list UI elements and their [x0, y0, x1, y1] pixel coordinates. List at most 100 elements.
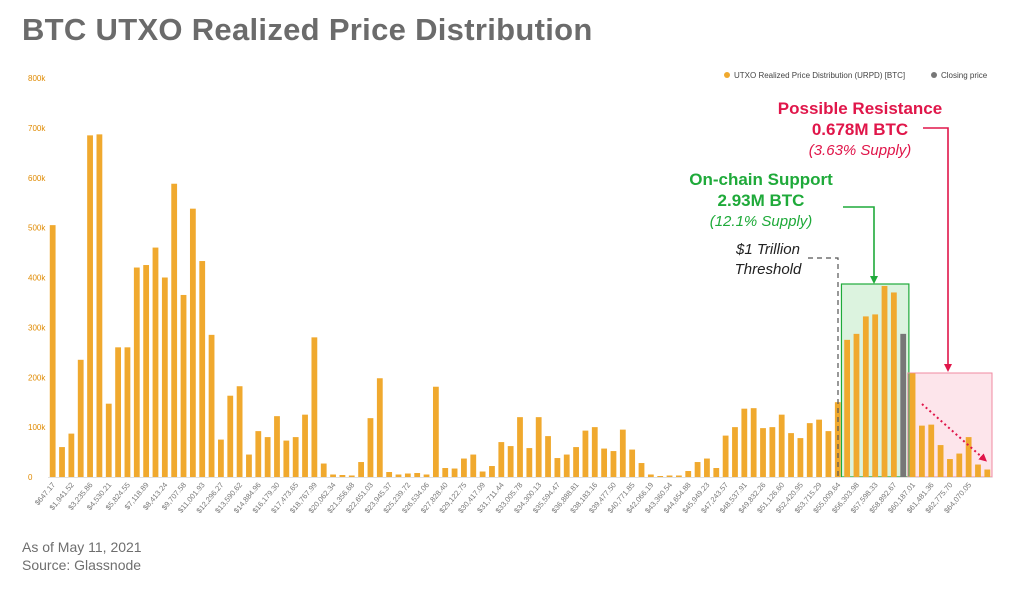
urpd-bar — [218, 439, 224, 477]
urpd-bar — [255, 431, 262, 477]
urpd-bar — [741, 408, 748, 477]
urpd-bar — [489, 466, 495, 477]
urpd-bar — [844, 339, 851, 477]
urpd-bar — [451, 468, 458, 477]
urpd-bar — [610, 451, 617, 477]
urpd-bar — [199, 261, 206, 477]
urpd-bar — [348, 475, 355, 477]
urpd-bar — [816, 419, 822, 477]
y-tick-label: 600k — [28, 174, 46, 183]
urpd-bar — [77, 359, 84, 477]
urpd-bar — [507, 446, 514, 477]
urpd-bar — [704, 458, 710, 477]
urpd-bar — [404, 473, 411, 477]
urpd-bar — [133, 267, 140, 477]
urpd-bar — [311, 337, 318, 477]
threshold-annotation: $1 Trillion Threshold — [706, 240, 830, 280]
support-arrow — [843, 206, 878, 284]
resistance-value: 0.678M BTC — [811, 120, 909, 139]
urpd-bar — [937, 445, 944, 477]
support-annotation: On-chain Support 2.93M BTC (12.1% Supply… — [676, 169, 846, 232]
urpd-bar — [750, 408, 757, 477]
urpd-bar — [685, 471, 692, 477]
urpd-bar — [965, 437, 972, 477]
urpd-bar — [947, 459, 953, 477]
chart-title: BTC UTXO Realized Price Distribution — [22, 12, 593, 47]
urpd-bar — [292, 437, 299, 477]
urpd-bar — [395, 474, 402, 477]
urpd-bar — [180, 294, 187, 477]
urpd-bar — [666, 475, 673, 477]
support-title: On-chain Support — [689, 170, 833, 189]
urpd-bar — [975, 464, 981, 477]
y-tick-label: 700k — [28, 124, 46, 133]
legend-marker-urpd — [724, 72, 730, 78]
y-tick-label: 0 — [28, 473, 33, 482]
support-value: 2.93M BTC — [717, 191, 805, 210]
urpd-bar — [376, 378, 383, 477]
urpd-bar — [68, 433, 75, 477]
urpd-bar — [722, 435, 729, 477]
urpd-bar — [283, 440, 290, 477]
resistance-annotation: Possible Resistance 0.678M BTC (3.63% Su… — [760, 98, 960, 161]
urpd-bar — [713, 468, 720, 477]
urpd-bar — [825, 431, 832, 477]
urpd-bar — [732, 427, 738, 477]
urpd-bar — [124, 347, 131, 477]
resistance-arrow — [923, 127, 952, 372]
urpd-bar — [236, 386, 243, 477]
urpd-bar — [919, 425, 925, 477]
footer-source: Source: Glassnode — [22, 557, 142, 573]
urpd-bar — [330, 474, 336, 477]
urpd-bar — [694, 462, 701, 477]
urpd-bar — [563, 454, 570, 477]
y-tick-label: 200k — [28, 373, 46, 382]
legend-marker-closing — [931, 72, 937, 78]
urpd-bar — [59, 447, 65, 477]
urpd-bar — [638, 463, 645, 477]
urpd-bar — [432, 386, 439, 477]
urpd-bar — [227, 395, 234, 477]
urpd-bar — [601, 448, 608, 477]
urpd-bar — [358, 462, 365, 477]
urpd-bar — [909, 373, 916, 477]
urpd-bar — [461, 458, 467, 477]
urpd-bar — [956, 453, 963, 477]
urpd-bar — [797, 438, 804, 477]
y-tick-label: 300k — [28, 323, 46, 332]
urpd-bar — [320, 463, 327, 477]
urpd-bar — [890, 292, 897, 477]
urpd-bar — [498, 442, 505, 477]
urpd-bar — [208, 334, 215, 477]
urpd-bar — [386, 472, 393, 477]
urpd-bar — [302, 414, 308, 477]
urpd-bar — [545, 436, 551, 477]
urpd-bar — [367, 418, 374, 477]
urpd-bar — [87, 135, 93, 477]
urpd-bar — [788, 433, 794, 477]
urpd-bar — [778, 414, 785, 477]
y-tick-label: 800k — [28, 74, 46, 83]
urpd-bar — [479, 471, 486, 477]
urpd-bar — [573, 447, 579, 477]
urpd-bar — [115, 347, 121, 477]
y-tick-label: 100k — [28, 423, 46, 432]
y-tick-label: 500k — [28, 224, 46, 233]
threshold-dashed-line — [808, 257, 839, 476]
urpd-bar — [105, 403, 112, 477]
urpd-bar — [143, 265, 150, 477]
urpd-bar — [152, 247, 159, 477]
urpd-bar — [517, 417, 523, 477]
urpd-bar — [591, 427, 598, 477]
urpd-bar — [535, 417, 542, 477]
closing-price-bar — [900, 333, 907, 477]
legend-label-urpd: UTXO Realized Price Distribution (URPD) … — [734, 71, 905, 80]
urpd-bar — [984, 469, 991, 477]
footer-date: As of May 11, 2021 — [22, 539, 142, 555]
threshold-line-2: Threshold — [734, 261, 802, 278]
urpd-bar — [629, 449, 636, 477]
urpd-bar — [554, 458, 561, 477]
support-supply: (12.1% Supply) — [709, 213, 813, 230]
urpd-bar — [423, 474, 430, 477]
urpd-bar — [872, 314, 879, 477]
